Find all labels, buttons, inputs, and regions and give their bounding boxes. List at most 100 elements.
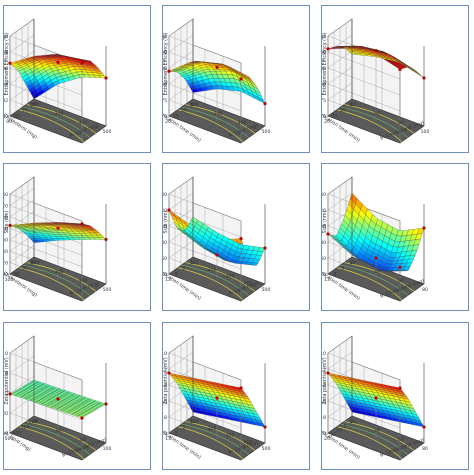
surface-plot-panel: 240 260 280 300 320 340 20 40 60 80 159 13 Size (nm)… [321, 163, 469, 311]
z-tick-label: 95 [322, 34, 326, 40]
z-tick-label: 80 [163, 82, 167, 88]
z-tick-label: 90 [4, 34, 8, 40]
y-tick-label: 1 [191, 419, 194, 425]
z-tick-label: 240 [4, 249, 8, 255]
surface-cell [98, 237, 107, 240]
z-tick-label: -14 [163, 383, 167, 389]
design-point [398, 386, 402, 390]
floor-contour-line [181, 264, 250, 296]
design-point [326, 232, 330, 236]
design-point [8, 223, 12, 228]
floor-contour-line [336, 426, 403, 459]
box-edge [351, 415, 425, 444]
surface-plot-panel: 240 260 280 300 320 340 100 200 300 400 500 159 13 Si… [162, 163, 310, 311]
z-tick-label: -20 [4, 411, 8, 417]
y-tick-label: 13 [165, 277, 171, 283]
z-tick-label: 280 [4, 226, 8, 232]
x-tick-label: 80 [422, 287, 428, 293]
box-edge [168, 98, 194, 117]
y-tick-label: 60 [22, 266, 28, 272]
design-point [374, 396, 378, 400]
design-point [167, 371, 171, 375]
z-tick-label: -20 [163, 431, 167, 437]
surface-cell [257, 422, 266, 428]
x-tick-label: 400 [244, 439, 253, 445]
z-tick-label: 85 [163, 66, 167, 72]
y-tick-label: 15 [332, 113, 338, 119]
x-tick-label: 300 [55, 269, 64, 275]
z-tick-label: -18 [163, 415, 167, 421]
y-tick-label: 9 [334, 271, 337, 277]
x-tick-label: 100 [190, 260, 199, 266]
design-point [80, 222, 84, 226]
x-tick-label: 400 [79, 120, 88, 126]
y-tick-label: 10 [181, 108, 187, 114]
z-axis-label: Size (nm) [4, 210, 10, 233]
floor-contour-line [177, 426, 244, 459]
floor-contour-line [22, 423, 91, 455]
x-tick-label: 40 [32, 419, 38, 425]
z-tick-label: 84 [4, 82, 8, 88]
floor-contour-line [340, 264, 409, 296]
box-edge [168, 256, 194, 275]
z-tick-label: -16 [163, 399, 167, 405]
y-tick-label: 100 [5, 277, 14, 283]
floor-contour-line [336, 267, 403, 300]
y-tick-label: 20 [324, 119, 330, 125]
x-tick-label: 300 [226, 433, 235, 439]
z-tick-label: -10 [163, 351, 167, 357]
y-tick-label: 5 [191, 102, 194, 108]
box-edge [192, 256, 266, 285]
design-point [167, 69, 171, 73]
z-tick-label: 340 [4, 192, 8, 198]
floor-contour-line [177, 109, 244, 142]
z-tick-label: 200 [4, 272, 8, 278]
x-tick-label: 400 [244, 280, 253, 286]
design-point [215, 65, 219, 69]
z-tick-label: 300 [322, 224, 326, 230]
box-edge [9, 256, 35, 275]
z-tick-label: 320 [4, 203, 8, 209]
design-point [215, 396, 219, 400]
surface-cell [98, 75, 107, 79]
x-tick-label: 60 [398, 437, 404, 443]
z-tick-label: 95 [163, 34, 167, 40]
surface-cell [257, 247, 266, 252]
floor-contour-line [340, 423, 409, 455]
surface-plot-svg: 240 260 280 300 320 340 20 40 60 80 159 13 Size (nm)… [322, 176, 428, 302]
surface-plot-svg: 80828486889020030040050060708090Entrapme… [4, 18, 111, 144]
surface-cell [416, 227, 425, 235]
z-tick-label: 320 [322, 208, 326, 214]
y-tick-label: 15 [330, 432, 336, 438]
x-tick-label: 60 [374, 111, 380, 117]
z-tick-label: 75 [322, 98, 326, 104]
x-tick-label: 200 [31, 260, 40, 266]
x-tick-label: 80 [80, 437, 86, 443]
surface-cell [417, 73, 425, 79]
z-tick-label: -30 [4, 431, 8, 437]
y-tick-label: 90 [6, 119, 12, 125]
z-tick-label: -18 [322, 415, 326, 421]
floor-contour-line [22, 264, 91, 296]
surface-plot-svg: 240 260 280 300 320 340 100 200 300 400 500 159 13 Si… [163, 176, 270, 302]
z-tick-label: 300 [4, 215, 8, 221]
z-tick-label: 80 [322, 82, 326, 88]
floor-contour-line [185, 262, 256, 292]
z-tick-label: -10 [4, 391, 8, 397]
y-tick-label: 15 [173, 113, 179, 119]
surface-cell [98, 402, 107, 406]
y-tick-label: 40 [30, 260, 36, 266]
surface-plot-panel: -20 -18 -16 -14 -12 -10 100 200 300 400 500 159 13 Ze… [162, 322, 310, 470]
design-point [8, 61, 12, 65]
y-tick-label: 5 [350, 102, 353, 108]
design-point [374, 256, 378, 260]
z-tick-label: 280 [322, 240, 326, 246]
floor-contour-line [344, 262, 415, 292]
floor-contour-line [181, 423, 250, 455]
x-tick-label: 80 [422, 446, 428, 452]
design-point [326, 47, 330, 51]
z-tick-label: 70 [163, 114, 167, 120]
x-tick-label: 300 [214, 111, 223, 117]
